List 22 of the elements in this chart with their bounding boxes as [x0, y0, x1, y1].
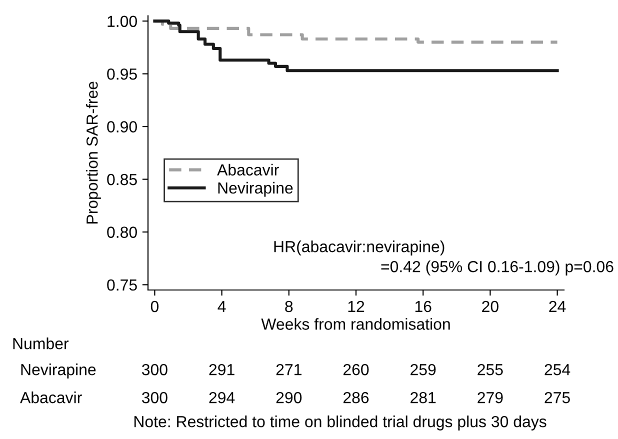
- y-tick-label: 0.85: [107, 174, 137, 186]
- annotation: HR(abacavir:nevirapine) =0.42 (95% CI 0.16-1.09) p=0.06: [274, 240, 614, 276]
- y-tick-label: 1.00: [108, 16, 137, 28]
- y-tick-label: 0.90: [107, 121, 137, 132]
- y-tick-label: 0.75: [107, 279, 137, 291]
- text: Nevirapine 300 291 271 260 259 255 254: [21, 364, 570, 378]
- legend-label: Nevirapine: [218, 182, 293, 197]
- text: Number: [13, 338, 69, 350]
- x-tick-label: 4: [218, 301, 226, 312]
- text: Abacavir 300 294 290 286 281 279 275: [20, 392, 570, 404]
- y-tick-label: 0.80: [107, 226, 137, 238]
- x-tick-label: 12: [348, 300, 364, 312]
- x-tick-label: 16: [415, 300, 432, 312]
- y-axis-title: Proportion SAR-free: [86, 82, 101, 224]
- x-tick-label: 0: [150, 300, 159, 312]
- text: Note: Restricted to time on blinded trial drugs plus 30 days: [134, 416, 546, 430]
- y-tick-label: 0.95: [107, 68, 137, 80]
- x-tick-label: 24: [549, 300, 566, 312]
- legend-label: Abacavir: [217, 164, 279, 176]
- x-tick-label: 8: [285, 300, 293, 312]
- x-axis-title: Weeks from randomisation: [261, 318, 450, 330]
- x-tick-label: 20: [482, 300, 498, 312]
